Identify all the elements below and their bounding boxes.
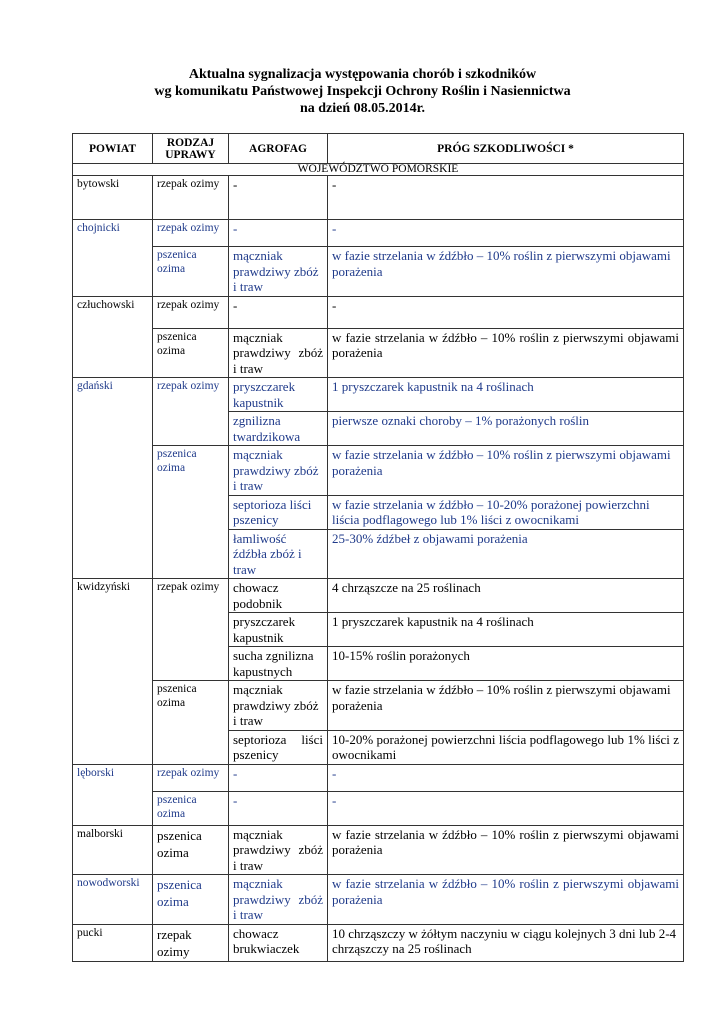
agrofag-cell: septorioza liści pszenicy (228, 729, 328, 765)
threshold-cell: w fazie strzelania w źdźbło – 10-20% por… (327, 494, 684, 530)
crop-cell: pszenica ozima (152, 445, 229, 579)
table-row: kwidzyński rzepak ozimy chowacz podobnik 4 … (72, 578, 684, 765)
threshold-cell: 4 chrząszcze na 25 roślinach (327, 578, 684, 613)
threshold-cell: 10 chrząszczy w żółtym naczyniu w ciągu … (327, 923, 684, 962)
powiat-cell: bytowski (72, 175, 153, 220)
threshold-cell: w fazie strzelania w źdźbło – 10% roślin… (327, 874, 684, 925)
header-row: POWIAT RODZAJ UPRAWY AGROFAG PRÓG SZKODL… (72, 133, 684, 164)
threshold-cell: - (327, 175, 684, 220)
crop-cell: pszenica ozima (152, 824, 229, 875)
powiat-cell: pucki (72, 923, 153, 962)
powiat-cell: człuchowski (72, 295, 153, 378)
threshold-cell: w fazie strzelania w źdźbło – 10% roślin… (327, 680, 684, 731)
table-row: zgnilizna twardzikowa pierwsze oznaki cho… (73, 411, 684, 446)
threshold-cell: w fazie strzelania w źdźbło – 10% roślin… (327, 445, 684, 496)
table-row: septorioza liści pszenicy 10-20% porażone… (73, 729, 684, 765)
agrofag-cell: zgnilizna twardzikowa (228, 411, 328, 446)
crop-cell: pszenica ozima (152, 790, 229, 826)
agrofag-cell: pryszczarek kapustnik (228, 612, 328, 647)
table-row: chojnicki rzepak ozimy - - (72, 219, 684, 297)
agrofag-cell: septorioza liści pszenicy (228, 494, 328, 530)
table-row: nowodworski pszenica ozima mączniak prawdz… (72, 874, 684, 925)
agrofag-cell: sucha zgnilizna kapustnych (228, 646, 328, 681)
threshold-cell: w fazie strzelania w źdźbło – 10% roślin… (327, 246, 684, 297)
agrofag-cell: - (228, 219, 328, 247)
table-row: pucki rzepak ozimy chowacz brukwiaczek 10 c… (72, 923, 684, 962)
title-line: wg komunikatu Państwowej Inspekcji Ochro… (154, 84, 571, 99)
crop-cell: rzepak ozimy (152, 377, 229, 446)
crop-cell: rzepak ozimy (152, 923, 229, 962)
crop-cell: rzepak ozimy (152, 763, 229, 792)
header-threshold: PRÓG SZKODLIWOŚCI * (327, 133, 684, 164)
title-line: Aktualna sygnalizacja występowania choró… (188, 67, 537, 82)
crop-cell: rzepak ozimy (152, 578, 229, 681)
header-agrofag: AGROFAG (228, 133, 328, 164)
powiat-cell: nowodworski (72, 874, 153, 925)
table-row: pszenica ozima - - (73, 790, 684, 826)
powiat-cell: kwidzyński (72, 578, 153, 765)
pest-signal-table: POWIAT RODZAJ UPRAWY AGROFAG PRÓG SZKODL… (72, 133, 684, 962)
agrofag-cell: chowacz brukwiaczek (228, 923, 328, 962)
crop-cell: pszenica ozima (152, 327, 229, 378)
table-row: lęborski rzepak ozimy - - (72, 763, 684, 826)
agrofag-cell: pryszczarek kapustnik (228, 377, 328, 412)
agrofag-cell: mączniak prawdziwy zbóż i traw (228, 874, 328, 925)
region-label: WOJEWÓDZTWO POMORSKIE (72, 163, 684, 176)
threshold-cell: 1 pryszczarek kapustnik na 4 roślinach (327, 612, 684, 647)
threshold-cell: - (327, 763, 684, 792)
table-row: septorioza liści pszenicy w fazie strzela… (73, 494, 684, 530)
agrofag-cell: mączniak prawdziwy zbóż i traw (228, 246, 328, 297)
crop-cell: rzepak ozimy (152, 175, 229, 220)
agrofag-cell: mączniak prawdziwy zbóż i traw (228, 445, 328, 496)
crop-cell: pszenica ozima (152, 680, 229, 765)
threshold-cell: - (327, 790, 684, 826)
table-row: malborski pszenica ozima mączniak prawdziw… (72, 824, 684, 875)
table-row: pryszczarek kapustnik 1 pryszczarek kapus… (73, 612, 684, 647)
agrofag-cell: - (228, 790, 328, 826)
powiat-cell: chojnicki (72, 219, 153, 297)
header-powiat: POWIAT (72, 133, 153, 164)
threshold-cell: 25-30% źdźbeł z objawami porażenia (327, 528, 684, 579)
agrofag-cell: chowacz podobnik (228, 578, 328, 613)
table-row: pszenica ozima mączniak prawdziwy zbóż i … (73, 327, 684, 378)
threshold-cell: w fazie strzelania w źdźbło – 10% roślin… (327, 824, 684, 875)
threshold-cell: 10-15% roślin porażonych (327, 646, 684, 681)
threshold-cell: - (327, 219, 684, 247)
threshold-cell: w fazie strzelania w źdźbło – 10% roślin… (327, 327, 684, 378)
agrofag-cell: mączniak prawdziwy zbóż i traw (228, 327, 328, 378)
agrofag-cell: - (228, 295, 328, 329)
region-row: WOJEWÓDZTWO POMORSKIE (72, 163, 684, 176)
table-row: bytowski rzepak ozimy - - (72, 175, 684, 220)
crop-cell: rzepak ozimy (152, 219, 229, 247)
document-title: Aktualna sygnalizacja występowania choró… (0, 66, 725, 117)
header-crop: RODZAJ UPRAWY (152, 133, 229, 164)
agrofag-cell: łamliwość źdźbła zbóż i traw (228, 528, 328, 579)
title-line: na dzień 08.05.2014r. (299, 101, 426, 116)
agrofag-cell: mączniak prawdziwy zbóż i traw (228, 824, 328, 875)
table-row: łamliwość źdźbła zbóż i traw 25-30% źdźbe… (73, 528, 684, 579)
threshold-cell: 10-20% porażonej powierzchni liścia podf… (327, 729, 684, 765)
table-row: człuchowski rzepak ozimy - - (72, 295, 684, 378)
agrofag-cell: - (228, 763, 328, 792)
powiat-cell: lęborski (72, 763, 153, 826)
crop-cell: pszenica ozima (152, 874, 229, 925)
table-row: pszenica ozima mączniak prawdziwy zbóż i … (73, 445, 684, 579)
table-row: sucha zgnilizna kapustnych 10-15% roślin … (73, 646, 684, 681)
threshold-cell: - (327, 295, 684, 329)
threshold-cell: pierwsze oznaki choroby – 1% porażonych … (327, 411, 684, 446)
table-row: gdański rzepak ozimy pryszczarek kapustnik… (72, 377, 684, 579)
table-row: pszenica ozima mączniak prawdziwy zbóż i … (73, 680, 684, 765)
powiat-cell: gdański (72, 377, 153, 579)
agrofag-cell: - (228, 175, 328, 220)
table-row: pszenica ozima mączniak prawdziwy zbóż i … (73, 246, 684, 297)
threshold-cell: 1 pryszczarek kapustnik na 4 roślinach (327, 377, 684, 412)
crop-cell: rzepak ozimy (152, 295, 229, 329)
crop-cell: pszenica ozima (152, 246, 229, 297)
powiat-cell: malborski (72, 824, 153, 875)
agrofag-cell: mączniak prawdziwy zbóż i traw (228, 680, 328, 731)
